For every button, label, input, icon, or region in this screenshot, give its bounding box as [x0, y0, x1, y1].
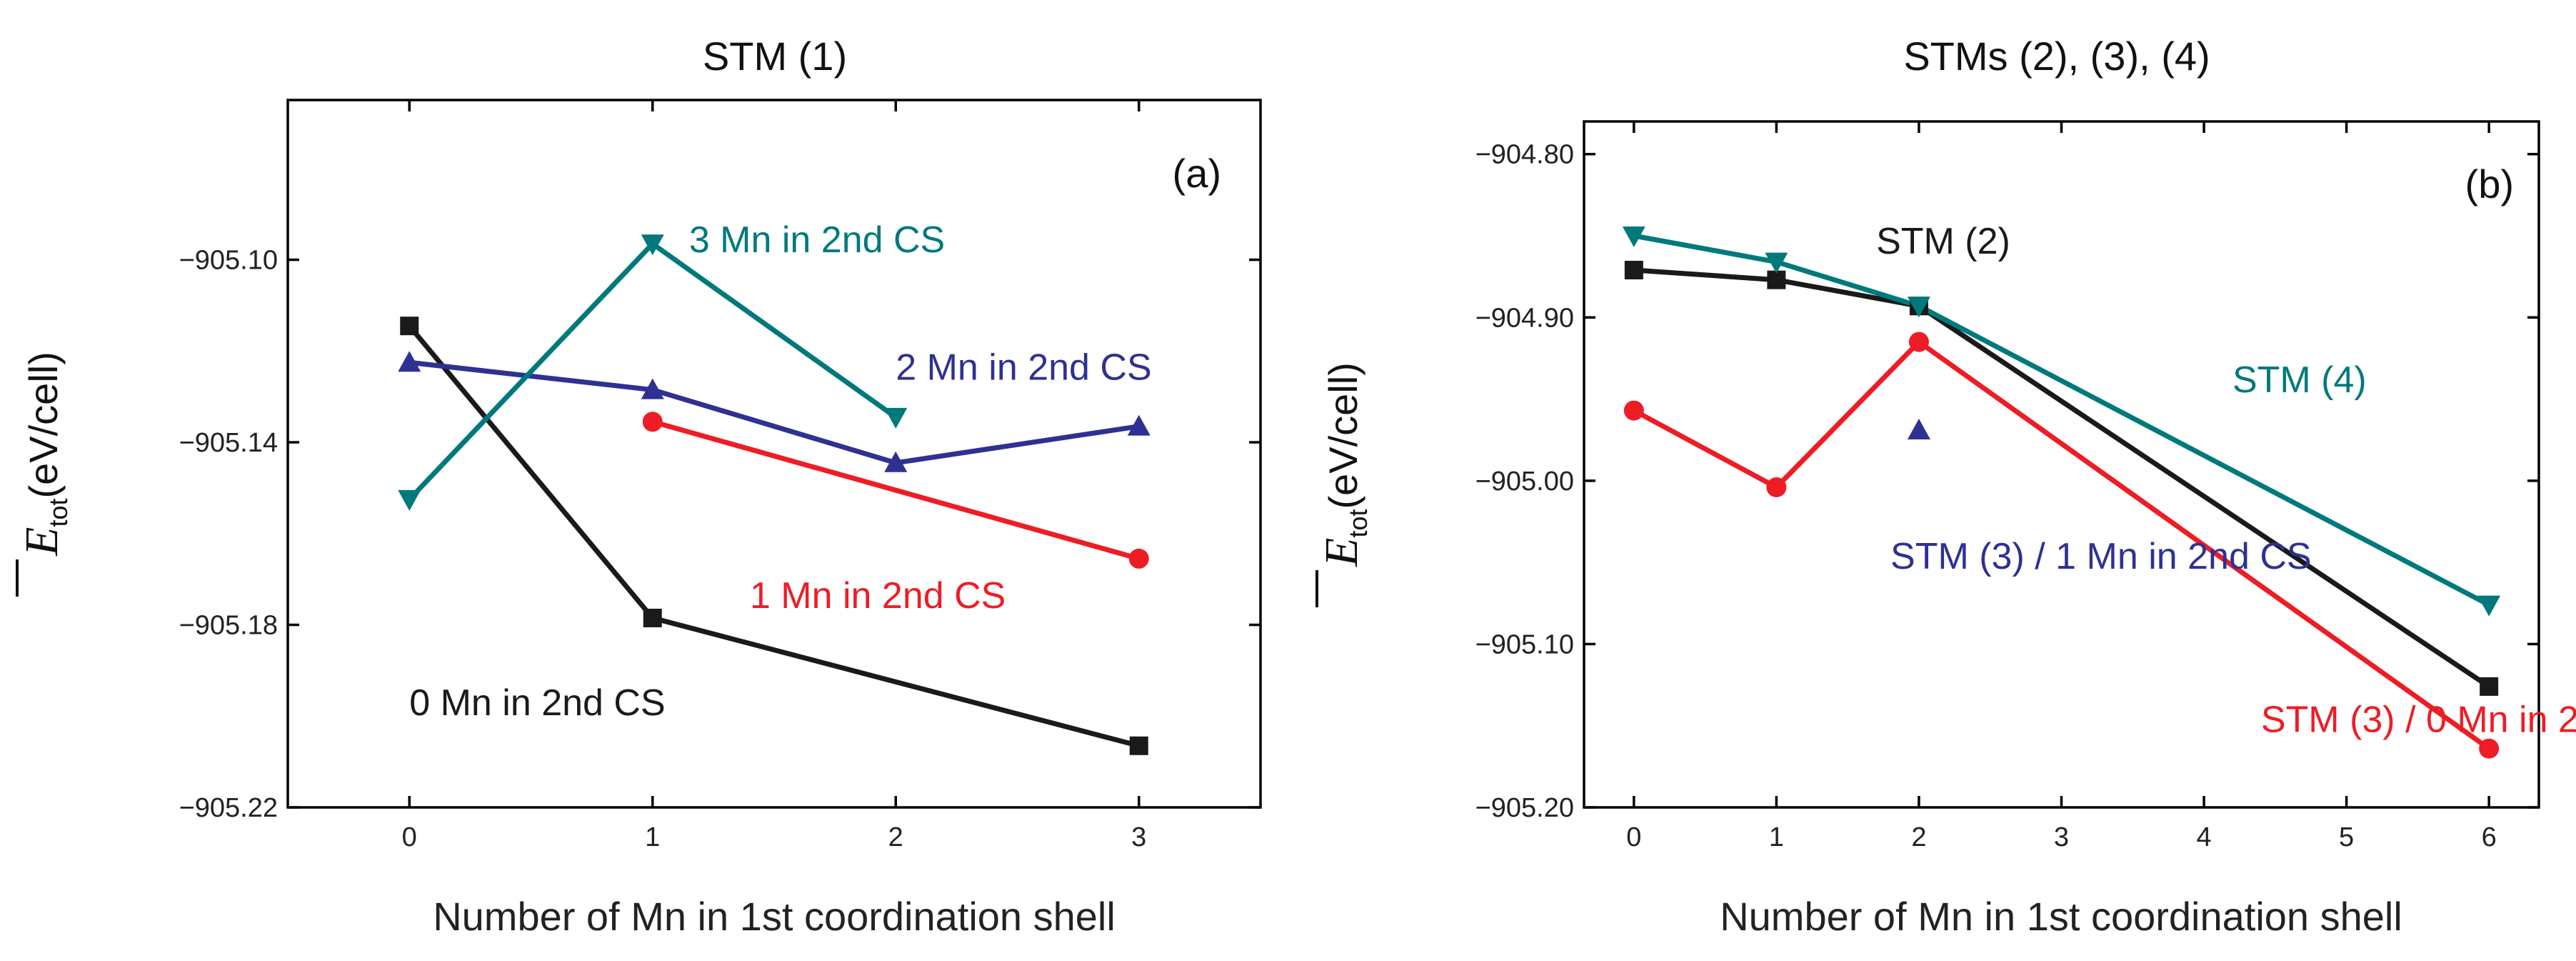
data-point-s1: [2479, 738, 2500, 759]
panel-a-x-ticks: 0 1 2 3: [402, 100, 1146, 852]
y-tick-label: −905.14: [179, 428, 278, 458]
panel-b-x-ticks: 0 1 2 3 4 5 6: [1626, 121, 2497, 852]
panel-a-y-units: (eV/cell): [21, 352, 66, 498]
panel-b-y-ticks: −905.20 −905.10 −905.00 −904.90 −904.80: [1475, 140, 2539, 823]
panel-a-title: STM (1): [703, 34, 847, 79]
y-tick-label: −905.18: [179, 611, 278, 641]
panel-a: STM (1) −905.22 −905.18 −905.14 −905.10 0 1 2…: [16, 34, 1262, 939]
data-point-s2: [884, 451, 908, 472]
series-label-s2: STM (3) / 1 Mn in 2nd CS: [1890, 536, 2312, 577]
data-point-s1: [642, 412, 663, 432]
series-label-s1: 1 Mn in 2nd CS: [750, 575, 1006, 617]
panel-a-series-lines: [407, 241, 1140, 749]
y-tick-label: −905.10: [1475, 629, 1574, 659]
series-label-s0: STM (2): [1876, 221, 2010, 262]
data-point-s2: [1127, 414, 1151, 436]
panel-b: STMs (2), (3), (4) −905.20 −905.10 −905.00…: [1315, 34, 2576, 939]
panel-b-y-subscript: tot: [1343, 509, 1373, 538]
x-tick-label: 0: [1626, 822, 1641, 852]
data-point-s1: [1908, 332, 1929, 352]
data-point-s1: [1128, 548, 1149, 569]
svg-text:Etot(eV/cell): Etot(eV/cell): [16, 352, 73, 557]
series-label-s2: 2 Mn in 2nd CS: [896, 347, 1151, 389]
series-line-s3: [1633, 233, 2490, 607]
x-tick-label: 2: [1911, 822, 1926, 852]
x-tick-label: 0: [402, 822, 417, 852]
data-point-s1: [1766, 477, 1787, 497]
data-point-s0: [2480, 677, 2499, 696]
data-point-s0: [400, 317, 419, 336]
data-point-s3: [1765, 252, 1788, 274]
y-tick-label: −905.20: [1475, 793, 1574, 823]
x-tick-label: 2: [888, 822, 903, 852]
y-tick-label: −904.90: [1475, 303, 1574, 333]
panel-a-y-symbol: E: [16, 527, 68, 557]
x-tick-label: 5: [2339, 822, 2354, 852]
x-tick-label: 1: [645, 822, 660, 852]
y-tick-label: −905.22: [179, 793, 278, 823]
y-tick-label: −904.80: [1475, 140, 1574, 170]
data-point-s0: [1624, 261, 1643, 279]
panel-b-markers: [1622, 226, 2501, 759]
panel-b-y-symbol: E: [1315, 538, 1368, 567]
panel-a-letter: (a): [1173, 151, 1221, 196]
data-point-s0: [1129, 736, 1148, 755]
panel-a-series-labels: 0 Mn in 2nd CS 1 Mn in 2nd CS 2 Mn in 2nd …: [409, 219, 1151, 724]
y-tick-label: −905.10: [179, 246, 278, 276]
data-point-s3: [641, 234, 664, 256]
panel-b-letter: (b): [2465, 161, 2514, 206]
panel-a-y-ticks: −905.22 −905.18 −905.14 −905.10: [179, 246, 1261, 823]
svg-text:Etot(eV/cell): Etot(eV/cell): [1315, 362, 1373, 567]
panel-b-x-axis-title: Number of Mn in 1st coordination shell: [1720, 894, 2402, 939]
data-point-s2: [398, 351, 421, 372]
x-tick-label: 4: [2196, 822, 2211, 852]
series-line-s1: [651, 419, 1140, 562]
series-line-s0: [1633, 267, 2491, 689]
data-point-s3: [2477, 595, 2501, 617]
series-label-s3: 3 Mn in 2nd CS: [689, 219, 945, 261]
data-point-s3: [398, 489, 421, 511]
data-point-s3: [1622, 226, 1645, 247]
series-line-s2: [409, 359, 1140, 466]
y-tick-label: −905.00: [1475, 467, 1574, 497]
panel-b-series-labels: STM (2) STM (3) / 0 Mn in 2nd CS STM (3) /…: [1876, 221, 2576, 741]
series-line-s1: [1633, 339, 2491, 751]
series-label-s1: STM (3) / 0 Mn in 2nd CS: [2261, 699, 2576, 741]
x-tick-label: 6: [2482, 822, 2497, 852]
x-tick-label: 1: [1769, 822, 1784, 852]
panel-a-markers: [398, 234, 1151, 755]
x-tick-label: 3: [1131, 822, 1146, 852]
x-tick-label: 3: [2054, 822, 2069, 852]
panel-a-x-axis-title: Number of Mn in 1st coordination shell: [433, 894, 1116, 939]
panel-b-title: STMs (2), (3), (4): [1903, 34, 2210, 79]
data-point-s2: [1907, 419, 1930, 439]
data-point-s3: [1907, 297, 1930, 318]
series-label-s0: 0 Mn in 2nd CS: [409, 682, 665, 724]
data-point-s0: [643, 608, 662, 627]
panel-a-y-axis-title: Etot(eV/cell): [16, 352, 73, 597]
data-point-s0: [1767, 270, 1786, 289]
panel-b-y-axis-title: Etot(eV/cell): [1315, 362, 1373, 607]
data-point-s2: [641, 378, 664, 399]
panel-b-y-units: (eV/cell): [1320, 362, 1365, 509]
panel-a-y-subscript: tot: [44, 499, 73, 527]
panel-b-series-lines: [1633, 233, 2491, 751]
data-point-s1: [1623, 400, 1644, 421]
data-point-s3: [884, 407, 908, 429]
panel-a-plot-frame: [286, 99, 1262, 809]
series-label-s3: STM (4): [2232, 359, 2367, 401]
